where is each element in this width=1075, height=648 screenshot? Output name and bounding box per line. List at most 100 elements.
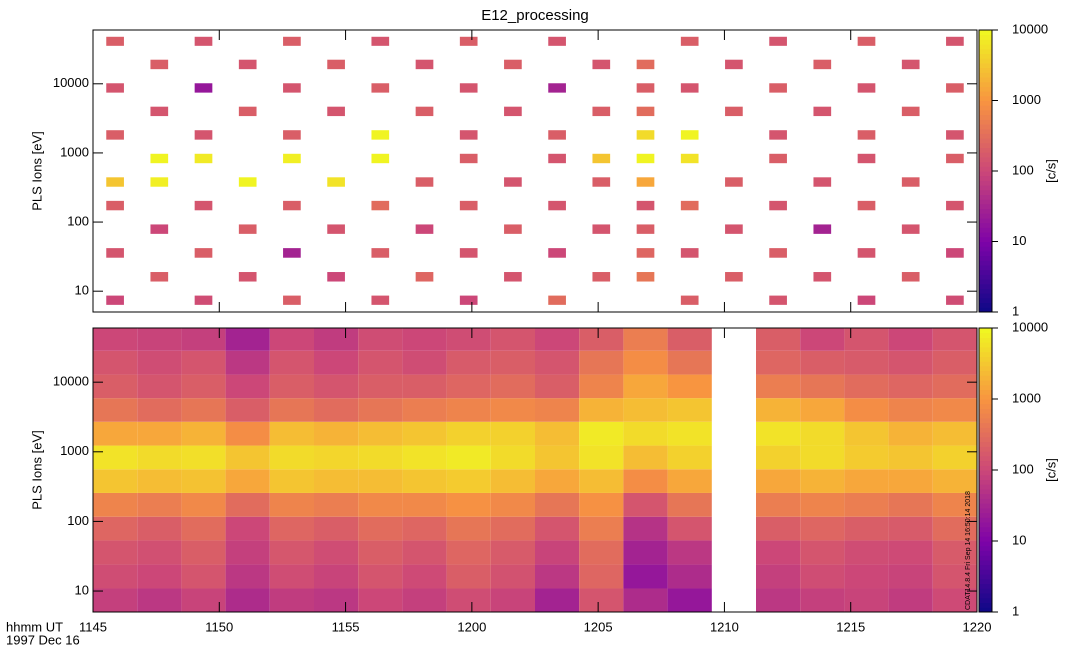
cell xyxy=(225,492,270,517)
colorbar-segment xyxy=(979,574,992,580)
cell xyxy=(402,421,447,446)
cell xyxy=(137,564,182,589)
cell xyxy=(371,130,390,140)
colorbar-tick-label: 1000 xyxy=(1012,390,1041,405)
cell xyxy=(194,153,213,164)
cell xyxy=(535,540,580,565)
cell xyxy=(446,398,491,422)
colorbar-segment xyxy=(979,342,992,348)
cell xyxy=(269,398,314,422)
cell xyxy=(238,177,257,187)
cell xyxy=(946,248,964,258)
cell xyxy=(93,374,138,399)
cell xyxy=(579,350,624,375)
cell xyxy=(150,106,169,117)
cell xyxy=(137,398,182,422)
cell xyxy=(592,59,611,70)
cell xyxy=(535,588,580,612)
cell xyxy=(225,469,270,493)
colorbar-segment xyxy=(979,133,992,139)
x-tick-label: 1145 xyxy=(79,619,107,634)
cell xyxy=(725,272,743,282)
cell xyxy=(800,588,845,612)
cell xyxy=(269,350,314,375)
colorbar-segment xyxy=(979,166,992,172)
colorbar-segment xyxy=(979,408,992,414)
colorbar-segment xyxy=(979,413,992,419)
colorbar-segment xyxy=(979,86,992,92)
cell xyxy=(181,469,226,493)
colorbar-label: [c/s] xyxy=(1043,159,1058,183)
colorbar-segment xyxy=(979,484,992,490)
cell xyxy=(446,492,491,517)
cell xyxy=(800,421,845,446)
cell xyxy=(446,540,491,565)
cell xyxy=(680,200,699,211)
cell xyxy=(314,564,359,589)
cell xyxy=(636,248,655,258)
cell xyxy=(844,588,889,612)
y-axis-label: PLS Ions [eV] xyxy=(29,131,44,211)
colorbar-segment xyxy=(979,302,992,308)
colorbar-segment xyxy=(979,213,992,219)
cell xyxy=(667,540,712,565)
y-tick-label: 100 xyxy=(67,513,89,528)
cell xyxy=(680,36,699,46)
colorbar-segment xyxy=(979,48,992,54)
colorbar-tick-label: 1 xyxy=(1012,603,1019,618)
cell xyxy=(623,445,668,470)
cell xyxy=(93,588,138,612)
cell xyxy=(194,36,213,46)
cell xyxy=(358,421,403,446)
colorbar-segment xyxy=(979,488,992,495)
colorbar-segment xyxy=(979,498,992,504)
cell xyxy=(402,374,447,399)
cell xyxy=(358,492,403,517)
colorbar-segment xyxy=(979,265,992,271)
colorbar-segment xyxy=(979,597,992,604)
cell xyxy=(106,248,124,258)
cell xyxy=(888,516,933,541)
colorbar-segment xyxy=(979,124,992,130)
y-axis-label: PLS Ions [eV] xyxy=(29,430,44,510)
cell xyxy=(194,130,213,140)
cell xyxy=(579,469,624,493)
y-tick-label: 100 xyxy=(67,213,89,228)
y-tick-label: 10000 xyxy=(53,374,89,389)
cell xyxy=(932,469,977,493)
colorbar-segment xyxy=(979,536,992,542)
cell xyxy=(888,374,933,399)
colorbar-tick-label: 10 xyxy=(1012,532,1026,547)
cell xyxy=(857,36,876,46)
cell xyxy=(548,153,566,164)
cell xyxy=(579,398,624,422)
cell xyxy=(358,588,403,612)
colorbar-segment xyxy=(979,81,992,87)
cell xyxy=(623,564,668,589)
colorbar-segment xyxy=(979,370,992,376)
cell xyxy=(800,540,845,565)
cell xyxy=(946,295,964,305)
cell xyxy=(756,564,801,589)
cell xyxy=(490,540,535,565)
cell xyxy=(106,200,124,211)
cell xyxy=(490,492,535,517)
x-tick-label: 1205 xyxy=(584,619,613,634)
colorbar-segment xyxy=(979,194,992,200)
cell xyxy=(181,516,226,541)
cell xyxy=(725,59,743,70)
colorbar-segment xyxy=(979,578,992,585)
colorbar-segment xyxy=(979,460,992,466)
colorbar-segment xyxy=(979,72,992,78)
cell xyxy=(371,295,390,305)
colorbar-segment xyxy=(979,394,992,400)
cell xyxy=(446,421,491,446)
cell xyxy=(194,248,213,258)
cell xyxy=(548,248,566,258)
cell xyxy=(415,272,434,282)
colorbar-segment xyxy=(979,403,992,409)
colorbar-segment xyxy=(979,274,992,280)
cell xyxy=(137,492,182,517)
colorbar-segment xyxy=(979,255,992,261)
cell xyxy=(314,588,359,612)
